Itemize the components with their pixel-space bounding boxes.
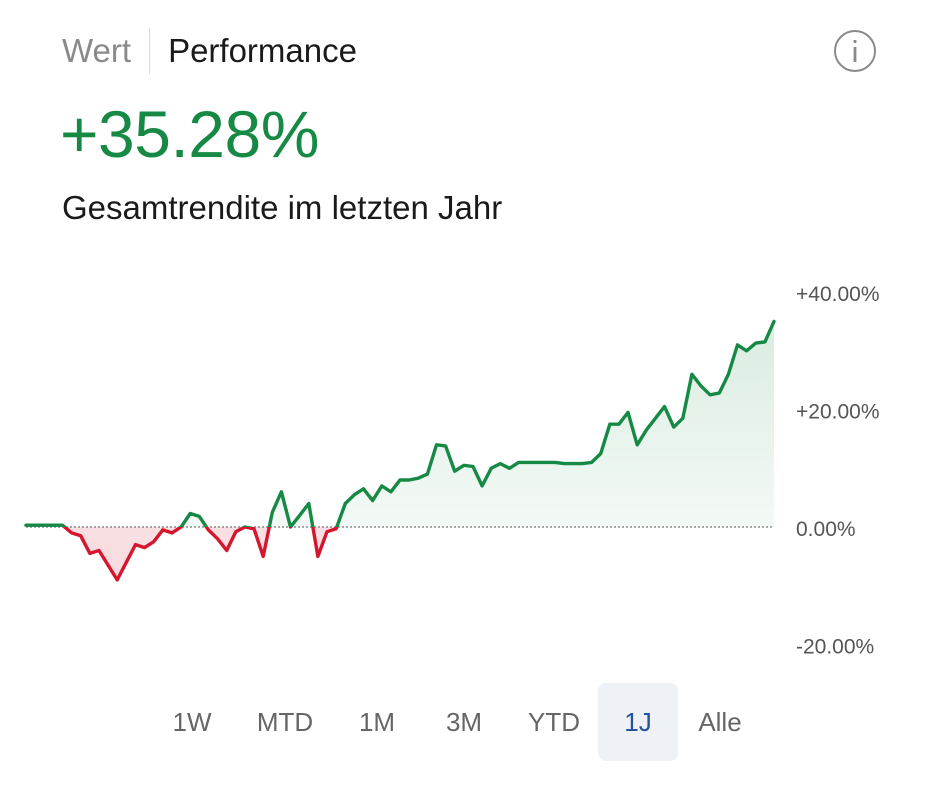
range-selector: 1W MTD 1M 3M YTD 1J Alle bbox=[150, 682, 762, 762]
range-alle[interactable]: Alle bbox=[698, 706, 742, 737]
range-ytd[interactable]: YTD bbox=[528, 706, 580, 737]
y-tick-label: -20.00% bbox=[796, 636, 874, 659]
range-mtd[interactable]: MTD bbox=[256, 706, 314, 737]
view-tabs: Wert Performance bbox=[62, 28, 357, 74]
range-1w[interactable]: 1W bbox=[172, 706, 212, 737]
series-line-positive bbox=[24, 319, 776, 527]
positive-area bbox=[26, 321, 774, 527]
series-line-negative bbox=[61, 527, 339, 582]
tab-wert[interactable]: Wert bbox=[62, 32, 132, 69]
performance-subtitle: Gesamtrendite im letzten Jahr bbox=[62, 189, 503, 226]
performance-chart: +40.00% +20.00% 0.00% -20.00% bbox=[24, 283, 880, 659]
info-glyph bbox=[853, 40, 857, 62]
range-1m[interactable]: 1M bbox=[358, 706, 396, 737]
y-tick-label: +20.00% bbox=[796, 401, 880, 424]
tab-performance[interactable]: Performance bbox=[168, 32, 357, 69]
tab-divider bbox=[149, 28, 151, 74]
negative-area bbox=[26, 527, 774, 580]
range-1j[interactable]: 1J bbox=[598, 683, 678, 761]
info-icon[interactable] bbox=[834, 30, 876, 72]
performance-value: +35.28% bbox=[60, 97, 319, 171]
range-3m[interactable]: 3M bbox=[445, 706, 483, 737]
y-tick-label: 0.00% bbox=[796, 518, 856, 541]
y-tick-label: +40.00% bbox=[796, 283, 880, 306]
